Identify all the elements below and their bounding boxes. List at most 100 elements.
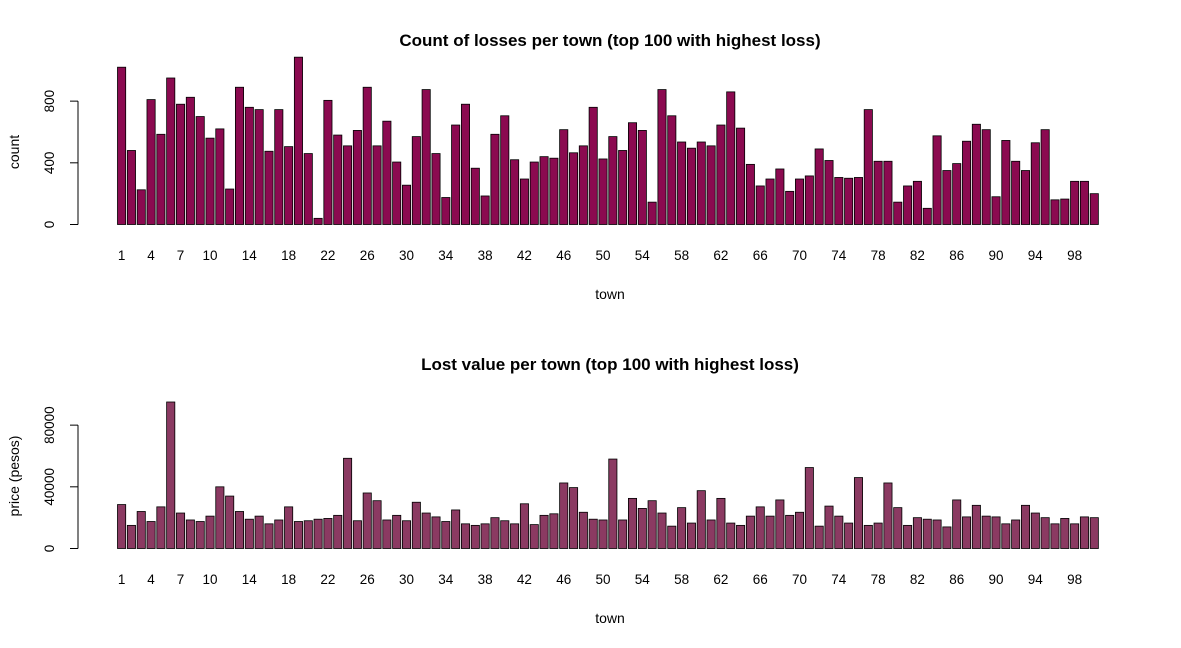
bar (971, 504, 981, 549)
bar (775, 499, 785, 549)
bar (608, 136, 618, 225)
chart-2-x-axis: 1 4 7 10 14 18 22 26 30 34 38 42 46 50 54 58 62 66 70 74 78 8… (118, 572, 1082, 587)
x-tick-label: 70 (792, 572, 807, 587)
bar (510, 159, 520, 225)
bar (1070, 180, 1080, 225)
bar (205, 137, 215, 225)
x-tick-label: 26 (360, 572, 375, 587)
x-tick-label: 30 (399, 248, 414, 263)
bar (1050, 199, 1060, 225)
x-tick-label: 22 (320, 248, 335, 263)
bar (323, 99, 333, 225)
bar (195, 521, 205, 549)
y-tick-label: 0 (42, 221, 57, 229)
bar (657, 89, 667, 225)
x-tick-label: 74 (831, 248, 847, 263)
bar (1001, 523, 1011, 549)
chart-2-title: Lost value per town (top 100 with highes… (421, 355, 799, 374)
x-tick-label: 42 (517, 572, 532, 587)
bar (814, 148, 824, 225)
bar (981, 515, 991, 549)
y-tick-label: 800 (42, 90, 57, 113)
bar (618, 519, 628, 549)
bar (1079, 180, 1089, 225)
bar (372, 145, 382, 225)
bar (942, 526, 952, 549)
bar (765, 515, 775, 549)
bar (274, 519, 284, 549)
x-tick-label: 46 (556, 572, 571, 587)
bar (962, 140, 972, 225)
bar (284, 146, 294, 225)
x-tick-label: 10 (203, 572, 218, 587)
x-tick-label: 10 (203, 248, 218, 263)
bar (549, 513, 559, 549)
x-tick-label: 58 (674, 572, 689, 587)
bar (1089, 517, 1099, 549)
bar (1021, 170, 1031, 225)
bar (225, 188, 235, 225)
bar (962, 516, 972, 549)
y-tick-label: 40000 (42, 468, 57, 506)
bar (795, 178, 805, 225)
bar (382, 120, 392, 225)
bar (696, 141, 706, 225)
x-tick-label: 14 (242, 248, 258, 263)
bar (971, 123, 981, 225)
bar (519, 178, 529, 225)
x-tick-label: 54 (635, 248, 651, 263)
x-tick-label: 7 (177, 572, 185, 587)
bar (264, 523, 274, 549)
x-tick-label: 30 (399, 572, 414, 587)
bar (254, 109, 264, 225)
x-tick-label: 34 (438, 572, 454, 587)
bar (755, 185, 765, 225)
y-tick-label: 400 (42, 152, 57, 175)
bar (922, 207, 932, 225)
bar (264, 150, 274, 225)
bar (608, 458, 618, 549)
bar (156, 133, 166, 225)
bar (755, 506, 765, 549)
bar (578, 511, 588, 549)
x-tick-label: 82 (910, 248, 925, 263)
bar (844, 522, 854, 549)
bar (559, 129, 569, 225)
bar (1030, 512, 1040, 549)
bar (1011, 160, 1021, 225)
bar (411, 136, 421, 225)
x-tick-label: 38 (478, 248, 493, 263)
bar (991, 516, 1001, 549)
bar (1079, 516, 1089, 549)
bar (834, 515, 844, 549)
bar (343, 145, 353, 225)
bar (686, 147, 696, 225)
bar (146, 99, 156, 225)
x-tick-label: 4 (147, 572, 155, 587)
bar (156, 506, 166, 549)
bar (460, 103, 470, 225)
x-tick-label: 18 (281, 572, 296, 587)
bar (166, 401, 176, 549)
bar (814, 525, 824, 549)
bar (991, 196, 1001, 225)
x-tick-label: 4 (147, 248, 155, 263)
bar (883, 160, 893, 225)
bar (234, 511, 244, 549)
bar (903, 185, 913, 225)
bar (451, 124, 461, 225)
chart-1-title: Count of losses per town (top 100 with h… (399, 31, 820, 50)
bar (1089, 193, 1099, 225)
bar (303, 520, 313, 549)
bar (853, 177, 863, 225)
x-tick-label: 82 (910, 572, 925, 587)
bar (726, 91, 736, 225)
bar (470, 167, 480, 225)
bar (677, 141, 687, 225)
bar (500, 520, 510, 549)
bar (883, 482, 893, 549)
bar (244, 518, 254, 549)
bar (1060, 198, 1070, 225)
bar (136, 511, 146, 549)
bar (539, 156, 549, 225)
